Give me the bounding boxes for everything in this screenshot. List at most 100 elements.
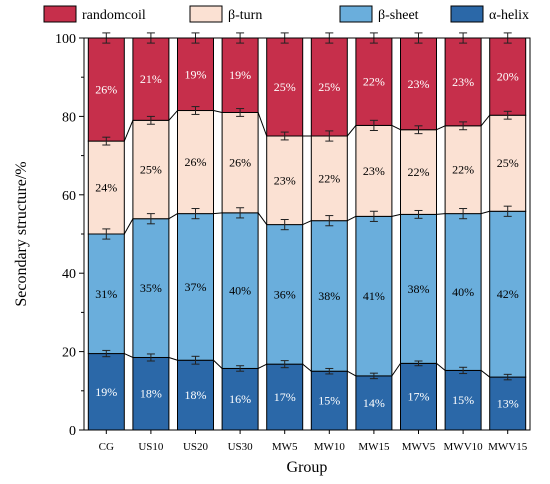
- errorbar-α-helix-MWV10: [459, 366, 468, 375]
- bar-β-turn-MWV15: [489, 114, 527, 212]
- legend-label-α-helix: α-helix: [489, 8, 529, 23]
- legend-swatch-β-sheet: [339, 5, 373, 23]
- data-label-β-sheet-US20: 37%: [185, 280, 207, 294]
- y-tick-label-60: 60: [62, 189, 76, 204]
- bar-β-turn-MW15: [355, 124, 393, 217]
- legend: randomcoil β-turn β-sheet α-helix: [43, 5, 529, 23]
- errorbar-β-turn-US10: [146, 115, 155, 125]
- errorbar-α-helix-MW15: [369, 372, 378, 380]
- x-tick-label-MWV10: MWV10: [444, 441, 484, 453]
- connector-α-helix-0: [124, 353, 134, 358]
- data-label-β-sheet-US10: 35%: [140, 281, 162, 295]
- y-tick-label-80: 80: [62, 110, 76, 125]
- legend-item-β-turn: β-turn: [189, 5, 262, 23]
- data-label-β-sheet-MWV5: 38%: [408, 282, 430, 296]
- connector-lines: [123, 110, 491, 378]
- errorbar-β-turn-US20: [191, 106, 200, 115]
- data-label-β-turn-US30: 26%: [229, 156, 251, 170]
- x-tick-label-US30: US30: [228, 441, 254, 453]
- legend-item-α-helix: α-helix: [450, 5, 529, 23]
- x-tick-label-US10: US10: [138, 441, 164, 453]
- errorbar-β-sheet-US10: [146, 213, 155, 225]
- data-label-randomcoil-US10: 21%: [140, 72, 162, 86]
- legend-swatch-β-turn: [189, 5, 223, 23]
- data-label-β-sheet-US30: 40%: [229, 284, 251, 298]
- data-label-β-turn-MW15: 23%: [363, 164, 385, 178]
- data-label-randomcoil-MW10: 25%: [318, 80, 340, 94]
- data-label-randomcoil-MWV15: 20%: [497, 70, 519, 84]
- errorbar-β-turn-CG: [102, 136, 111, 146]
- errorbar-β-sheet-US30: [236, 207, 245, 219]
- y-tick-label-100: 100: [55, 32, 76, 47]
- y-tick-label-40: 40: [62, 267, 76, 282]
- bars-group: [87, 37, 527, 431]
- data-label-β-sheet-MWV10: 40%: [452, 285, 474, 299]
- errorbar-β-sheet-MW5: [280, 218, 289, 231]
- connector-β-sheet-3: [257, 212, 268, 225]
- connector-α-helix-5: [347, 370, 357, 377]
- connector-β-sheet-1: [168, 213, 178, 220]
- data-label-α-helix-MWV10: 15%: [452, 393, 474, 407]
- data-label-α-helix-MW10: 15%: [318, 394, 340, 408]
- bar-β-sheet-MW10: [310, 220, 348, 372]
- data-label-randomcoil-MWV10: 23%: [452, 75, 474, 89]
- bar-β-turn-CG: [87, 140, 125, 235]
- data-label-randomcoil-US30: 19%: [229, 68, 251, 82]
- data-label-randomcoil-MW5: 25%: [274, 80, 296, 94]
- connector-β-turn-0: [123, 120, 134, 142]
- connector-β-turn-7: [436, 125, 446, 131]
- connector-α-helix-6: [391, 363, 401, 377]
- bar-α-helix-CG: [87, 353, 125, 431]
- y-axis-title: Secondary structure/%: [13, 161, 30, 306]
- legend-swatch-randomcoil: [43, 5, 77, 23]
- data-label-randomcoil-US20: 19%: [185, 67, 207, 81]
- errorbar-β-turn-MWV15: [503, 110, 512, 120]
- errorbar-β-sheet-MW15: [369, 210, 378, 222]
- errorbar-β-turn-MWV5: [414, 125, 423, 135]
- bar-β-turn-US20: [177, 110, 214, 215]
- bar-α-helix-US30: [221, 367, 259, 431]
- errorbar-β-turn-MW15: [369, 119, 378, 132]
- legend-label-β-sheet: β-sheet: [378, 8, 419, 23]
- legend-item-randomcoil: randomcoil: [43, 5, 146, 23]
- bar-β-turn-MWV10: [444, 125, 482, 215]
- x-tick-label-US20: US20: [183, 441, 209, 453]
- data-label-α-helix-MWV15: 13%: [497, 397, 519, 411]
- y-axis: 0 20 40 60 80 100: [55, 32, 84, 439]
- data-label-β-sheet-MW15: 41%: [363, 289, 385, 303]
- legend-swatch-α-helix: [450, 5, 484, 23]
- bar-α-helix-US10: [132, 356, 170, 431]
- connector-β-sheet-5: [347, 215, 357, 222]
- data-label-α-helix-US20: 18%: [185, 388, 207, 402]
- data-label-β-turn-US10: 25%: [140, 163, 162, 177]
- errorbar-α-helix-MWV5: [414, 360, 423, 367]
- data-label-α-helix-US10: 18%: [140, 387, 162, 401]
- connector-α-helix-2: [213, 359, 223, 369]
- connector-α-helix-7: [436, 362, 446, 371]
- errorbar-β-sheet-US20: [191, 208, 200, 220]
- errorbar-β-turn-MW5: [280, 131, 289, 141]
- bar-β-sheet-MW15: [355, 215, 393, 377]
- data-label-β-turn-MW10: 22%: [318, 171, 340, 185]
- connector-α-helix-4: [302, 363, 312, 372]
- data-label-β-turn-MW5: 23%: [274, 173, 296, 187]
- bar-randomcoil-MW10: [310, 37, 348, 137]
- data-label-α-helix-MW5: 17%: [274, 390, 296, 404]
- connector-β-sheet-0: [123, 218, 134, 235]
- legend-item-β-sheet: β-sheet: [339, 5, 419, 23]
- x-tick-label-CG: CG: [99, 441, 114, 453]
- connector-β-turn-8: [480, 114, 491, 127]
- data-label-β-sheet-MWV15: 42%: [497, 287, 519, 301]
- data-label-β-turn-CG: 24%: [95, 181, 117, 195]
- connector-β-turn-5: [346, 125, 357, 137]
- bar-β-turn-MW5: [266, 135, 304, 226]
- data-label-randomcoil-CG: 26%: [95, 83, 117, 97]
- connector-α-helix-1: [168, 357, 178, 361]
- x-tick-label-MW5: MW5: [272, 441, 298, 453]
- errorbar-α-helix-CG: [102, 349, 111, 358]
- bar-β-sheet-MWV10: [444, 213, 482, 371]
- x-tick-label-MW10: MW10: [314, 441, 346, 453]
- connector-β-turn-3: [257, 112, 268, 137]
